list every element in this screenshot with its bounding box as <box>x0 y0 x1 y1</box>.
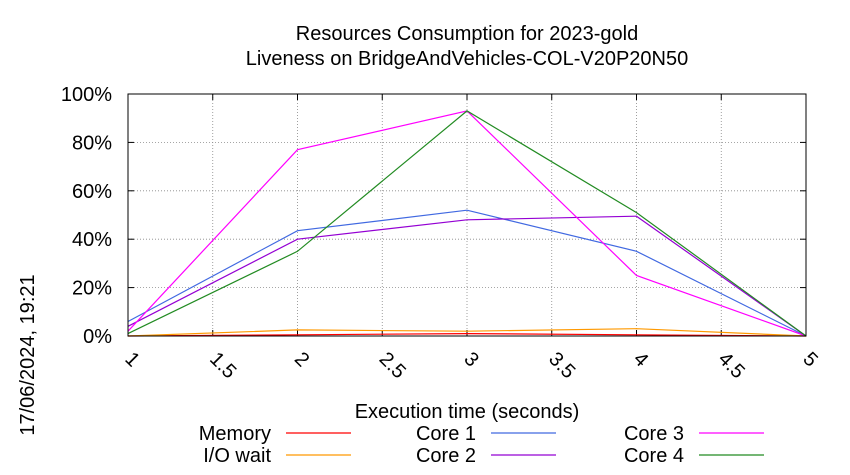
legend-label: Memory <box>199 423 271 445</box>
y-tick-label: 0% <box>83 326 112 348</box>
series-line-core-4 <box>127 110 807 337</box>
x-tick-label: 4 <box>629 348 652 371</box>
series-line-i-o-wait <box>127 328 807 337</box>
series-line-core-2 <box>127 215 807 337</box>
legend-label: Core 1 <box>416 423 476 445</box>
y-tick-label: 60% <box>72 181 112 203</box>
x-tick-label: 4.5 <box>714 348 749 383</box>
y-tick-label: 80% <box>72 132 112 154</box>
series-line-core-1 <box>127 209 807 337</box>
x-tick-label: 2.5 <box>375 348 410 383</box>
x-tick-label: 5 <box>798 348 821 371</box>
x-tick-label: 2 <box>290 348 313 371</box>
x-tick-label: 3.5 <box>544 348 579 383</box>
y-axis: 0% 20% 40% 60% 80% 100% <box>61 84 806 348</box>
chart-title-line2: Liveness on BridgeAndVehicles-COL-V20P20… <box>246 48 689 70</box>
plot-border <box>127 93 807 337</box>
grid <box>128 94 806 336</box>
series-line-memory <box>127 332 807 337</box>
plot-lines <box>127 110 807 337</box>
y-tick-label: 40% <box>72 229 112 251</box>
x-axis: 1 1.5 2 2.5 3 3.5 4 4.5 5 <box>120 94 822 383</box>
legend-label: Core 2 <box>416 445 476 467</box>
x-tick-label: 3 <box>459 348 482 371</box>
legend-label: Core 4 <box>624 445 684 467</box>
legend-label: Core 3 <box>624 423 684 445</box>
y-tick-label: 100% <box>61 84 112 106</box>
x-tick-label: 1.5 <box>205 348 240 383</box>
chart-title-line1: Resources Consumption for 2023-gold <box>296 23 638 45</box>
y-tick-label: 20% <box>72 278 112 300</box>
timestamp-label: 17/06/2024, 19:21 <box>17 274 39 435</box>
x-axis-label: Execution time (seconds) <box>355 401 580 423</box>
legend-label: I/O wait <box>203 445 271 467</box>
x-tick-label: 1 <box>120 348 143 371</box>
